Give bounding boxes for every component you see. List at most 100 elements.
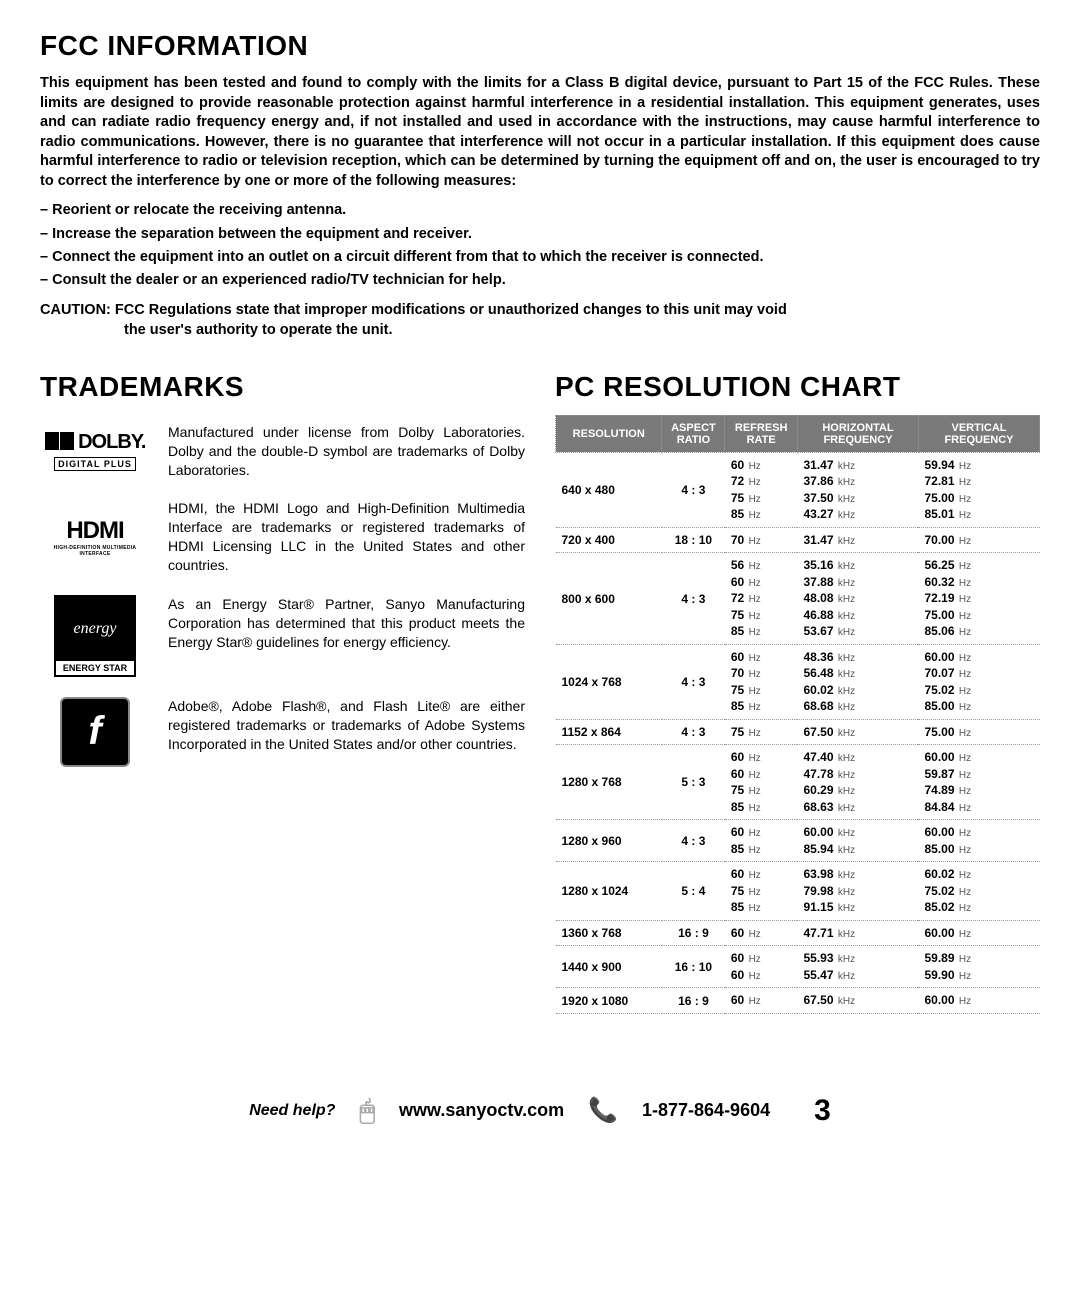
cell-resolution: 1280 x 768 — [556, 745, 662, 820]
cell-aspect-ratio: 4 : 3 — [662, 719, 725, 745]
table-row: 1152 x 8644 : 375 Hz67.50 kHz75.00 Hz — [556, 719, 1040, 745]
table-row: 1360 x 76816 : 960 Hz47.71 kHz60.00 Hz — [556, 920, 1040, 946]
flash-logo: f — [40, 697, 150, 767]
energystar-label: ENERGY STAR — [56, 661, 134, 675]
cell-aspect-ratio: 18 : 10 — [662, 527, 725, 553]
trademark-row-hdmi: HDMI HIGH-DEFINITION MULTIMEDIA INTERFAC… — [40, 499, 525, 575]
cell-aspect-ratio: 5 : 3 — [662, 745, 725, 820]
dolby-logo: DOLBY. DIGITAL PLUS — [40, 423, 150, 480]
dolby-logo-sub: DIGITAL PLUS — [54, 457, 136, 471]
cell-aspect-ratio: 5 : 4 — [662, 862, 725, 921]
cell-aspect-ratio: 4 : 3 — [662, 452, 725, 527]
fcc-title: FCC INFORMATION — [40, 30, 1040, 62]
cell-vertical-freq: 60.00 Hz85.00 Hz — [918, 820, 1039, 862]
measure-item: – Connect the equipment into an outlet o… — [40, 246, 1040, 269]
footer-phone: 1-877-864-9604 — [642, 1100, 770, 1121]
caution-block: CAUTION: FCC Regulations state that impr… — [40, 300, 1040, 341]
page-footer: Need help? 🖱 www.sanyoctv.com 📞 1-877-86… — [40, 1094, 1040, 1128]
cell-horizontal-freq: 35.16 kHz37.88 kHz48.08 kHz46.88 kHz53.6… — [797, 553, 918, 645]
cell-resolution: 1280 x 1024 — [556, 862, 662, 921]
cell-horizontal-freq: 67.50 kHz — [797, 988, 918, 1014]
cell-aspect-ratio: 4 : 3 — [662, 553, 725, 645]
cell-horizontal-freq: 31.47 kHz37.86 kHz37.50 kHz43.27 kHz — [797, 452, 918, 527]
cell-vertical-freq: 56.25 Hz60.32 Hz72.19 Hz75.00 Hz85.06 Hz — [918, 553, 1039, 645]
th-resolution: RESOLUTION — [556, 415, 662, 452]
table-row: 1024 x 7684 : 360 Hz70 Hz75 Hz85 Hz48.36… — [556, 644, 1040, 719]
cell-refresh-rate: 60 Hz85 Hz — [725, 820, 798, 862]
chart-title: PC RESOLUTION CHART — [555, 371, 1040, 403]
energystar-logo: energy ENERGY STAR — [40, 595, 150, 677]
trademark-row-energystar: energy ENERGY STAR As an Energy Star® Pa… — [40, 595, 525, 677]
cell-vertical-freq: 75.00 Hz — [918, 719, 1039, 745]
table-row: 1280 x 7685 : 360 Hz60 Hz75 Hz85 Hz47.40… — [556, 745, 1040, 820]
phone-icon: 📞 — [588, 1096, 618, 1125]
cell-vertical-freq: 60.00 Hz — [918, 920, 1039, 946]
hdmi-logo-text: HDMI — [40, 517, 150, 545]
cell-refresh-rate: 60 Hz — [725, 988, 798, 1014]
cell-aspect-ratio: 16 : 9 — [662, 988, 725, 1014]
cell-vertical-freq: 60.02 Hz75.02 Hz85.02 Hz — [918, 862, 1039, 921]
cell-resolution: 1360 x 768 — [556, 920, 662, 946]
table-row: 640 x 4804 : 360 Hz72 Hz75 Hz85 Hz31.47 … — [556, 452, 1040, 527]
resolution-chart-table: RESOLUTION ASPECT RATIO REFRESH RATE HOR… — [555, 415, 1040, 1014]
cell-vertical-freq: 59.94 Hz72.81 Hz75.00 Hz85.01 Hz — [918, 452, 1039, 527]
page-number: 3 — [814, 1094, 831, 1128]
cell-horizontal-freq: 47.71 kHz — [797, 920, 918, 946]
cell-vertical-freq: 60.00 Hz — [918, 988, 1039, 1014]
energystar-swirl: energy — [74, 597, 117, 661]
fcc-measures-list: – Reorient or relocate the receiving ant… — [40, 199, 1040, 292]
table-row: 1440 x 90016 : 1060 Hz60 Hz55.93 kHz55.4… — [556, 946, 1040, 988]
hdmi-logo-sub: HIGH-DEFINITION MULTIMEDIA INTERFACE — [40, 545, 150, 557]
mouse-icon: 🖱 — [359, 1095, 375, 1127]
cell-vertical-freq: 60.00 Hz70.07 Hz75.02 Hz85.00 Hz — [918, 644, 1039, 719]
table-row: 720 x 40018 : 1070 Hz31.47 kHz70.00 Hz — [556, 527, 1040, 553]
flash-logo-char: f — [60, 697, 130, 767]
cell-horizontal-freq: 60.00 kHz85.94 kHz — [797, 820, 918, 862]
caution-text-line1: FCC Regulations state that improper modi… — [115, 302, 787, 318]
footer-url: www.sanyoctv.com — [399, 1100, 564, 1121]
cell-refresh-rate: 60 Hz70 Hz75 Hz85 Hz — [725, 644, 798, 719]
measure-item: – Consult the dealer or an experienced r… — [40, 269, 1040, 292]
measure-item: – Increase the separation between the eq… — [40, 223, 1040, 246]
table-row: 1280 x 10245 : 460 Hz75 Hz85 Hz63.98 kHz… — [556, 862, 1040, 921]
fcc-body-text: This equipment has been tested and found… — [40, 74, 1040, 191]
flash-text: Adobe®, Adobe Flash®, and Flash Lite® ar… — [168, 697, 525, 767]
th-aspect-ratio: ASPECT RATIO — [662, 415, 725, 452]
cell-refresh-rate: 60 Hz — [725, 920, 798, 946]
cell-resolution: 1280 x 960 — [556, 820, 662, 862]
cell-horizontal-freq: 47.40 kHz47.78 kHz60.29 kHz68.63 kHz — [797, 745, 918, 820]
cell-horizontal-freq: 67.50 kHz — [797, 719, 918, 745]
cell-refresh-rate: 60 Hz60 Hz — [725, 946, 798, 988]
th-vertical-freq: VERTICAL FREQUENCY — [918, 415, 1039, 452]
cell-vertical-freq: 59.89 Hz59.90 Hz — [918, 946, 1039, 988]
cell-resolution: 1920 x 1080 — [556, 988, 662, 1014]
dolby-logo-text: DOLBY. — [78, 431, 145, 453]
cell-horizontal-freq: 48.36 kHz56.48 kHz60.02 kHz68.68 kHz — [797, 644, 918, 719]
cell-vertical-freq: 60.00 Hz59.87 Hz74.89 Hz84.84 Hz — [918, 745, 1039, 820]
cell-resolution: 1024 x 768 — [556, 644, 662, 719]
caution-label: CAUTION: — [40, 302, 111, 318]
cell-refresh-rate: 60 Hz75 Hz85 Hz — [725, 862, 798, 921]
cell-resolution: 800 x 600 — [556, 553, 662, 645]
cell-horizontal-freq: 63.98 kHz79.98 kHz91.15 kHz — [797, 862, 918, 921]
cell-aspect-ratio: 16 : 9 — [662, 920, 725, 946]
cell-aspect-ratio: 16 : 10 — [662, 946, 725, 988]
energystar-text: As an Energy Star® Partner, Sanyo Manufa… — [168, 595, 525, 677]
dolby-text: Manufactured under license from Dolby La… — [168, 423, 525, 480]
cell-resolution: 640 x 480 — [556, 452, 662, 527]
th-refresh-rate: REFRESH RATE — [725, 415, 798, 452]
cell-refresh-rate: 56 Hz60 Hz72 Hz75 Hz85 Hz — [725, 553, 798, 645]
hdmi-text: HDMI, the HDMI Logo and High-Definition … — [168, 499, 525, 575]
cell-resolution: 1440 x 900 — [556, 946, 662, 988]
trademark-row-flash: f Adobe®, Adobe Flash®, and Flash Lite® … — [40, 697, 525, 767]
cell-refresh-rate: 60 Hz60 Hz75 Hz85 Hz — [725, 745, 798, 820]
cell-horizontal-freq: 55.93 kHz55.47 kHz — [797, 946, 918, 988]
hdmi-logo: HDMI HIGH-DEFINITION MULTIMEDIA INTERFAC… — [40, 499, 150, 575]
measure-item: – Reorient or relocate the receiving ant… — [40, 199, 1040, 222]
cell-refresh-rate: 70 Hz — [725, 527, 798, 553]
th-horizontal-freq: HORIZONTAL FREQUENCY — [797, 415, 918, 452]
caution-text-line2: the user's authority to operate the unit… — [124, 320, 1040, 340]
table-row: 1280 x 9604 : 360 Hz85 Hz60.00 kHz85.94 … — [556, 820, 1040, 862]
cell-refresh-rate: 75 Hz — [725, 719, 798, 745]
need-help-label: Need help? — [249, 1102, 335, 1120]
